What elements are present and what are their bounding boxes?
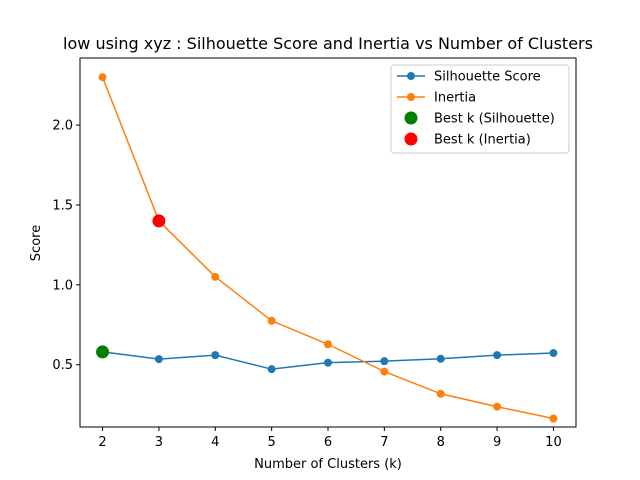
legend-label-best-k-inertia: Best k (Inertia) <box>434 133 531 148</box>
x-tick-label: 8 <box>437 435 445 450</box>
plot-area <box>96 73 558 423</box>
data-point-silhouette-score <box>436 354 445 363</box>
data-point-inertia <box>493 402 502 411</box>
legend-label-inertia: Inertia <box>434 91 476 106</box>
y-tick-label: 0.5 <box>52 358 73 373</box>
data-point-inertia <box>380 367 389 376</box>
y-tick-label: 1.5 <box>52 198 73 213</box>
legend-marker-inertia <box>407 93 415 101</box>
y-axis-label: Score <box>29 225 44 261</box>
legend-marker-best-k-inertia <box>404 132 418 146</box>
legend-marker-best-k-silhouette <box>404 111 418 125</box>
data-point-inertia <box>436 389 445 398</box>
x-tick-label: 5 <box>267 435 275 450</box>
data-point-silhouette-score <box>211 351 220 360</box>
chart-title: low using xyz : Silhouette Score and Ine… <box>63 34 593 53</box>
data-point-inertia <box>98 73 107 82</box>
x-axis: 2 3 4 5 6 7 8 9 10 <box>98 427 562 450</box>
data-point-silhouette-score <box>380 357 389 366</box>
data-point-silhouette-score <box>154 355 163 364</box>
data-point-silhouette-score <box>549 349 558 358</box>
legend-box <box>390 64 570 154</box>
data-point-inertia <box>324 340 332 349</box>
y-tick-label: 2.0 <box>52 119 73 134</box>
data-point-silhouette-score <box>267 365 276 374</box>
x-tick-label: 4 <box>211 435 219 450</box>
x-tick-label: 3 <box>155 435 163 450</box>
data-point-silhouette-score <box>493 351 502 360</box>
legend-label-silhouette-score: Silhouette Score <box>434 70 541 85</box>
y-axis: 0.5 1.0 1.5 2.0 <box>52 119 80 373</box>
x-tick-label: 9 <box>493 435 501 450</box>
data-point-inertia <box>549 414 558 423</box>
highlight-best-k-inertia <box>152 214 166 228</box>
x-tick-label: 6 <box>324 435 332 450</box>
highlight-best-k-silhouette <box>96 345 110 359</box>
legend-marker-silhouette-score <box>407 72 415 80</box>
x-tick-label: 2 <box>98 435 106 450</box>
legend-label-best-k-silhouette: Best k (Silhouette) <box>434 112 555 127</box>
data-point-inertia <box>267 316 276 325</box>
x-tick-label: 7 <box>380 435 388 450</box>
data-point-silhouette-score <box>324 358 332 367</box>
x-axis-label: Number of Clusters (k) <box>254 457 402 472</box>
y-tick-label: 1.0 <box>52 278 73 293</box>
legend: Silhouette Score Inertia Best k (Silhouett… <box>390 64 570 154</box>
data-point-inertia <box>211 272 220 281</box>
x-tick-label: 10 <box>545 435 562 450</box>
